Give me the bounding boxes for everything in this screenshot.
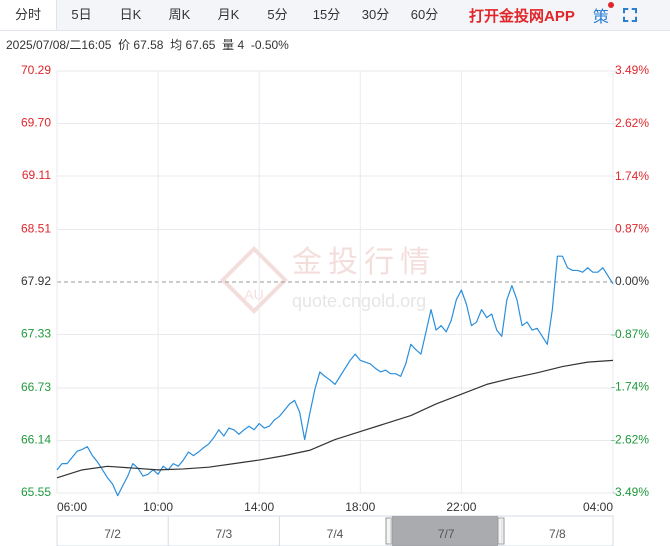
strategy-button[interactable]: 策 <box>593 2 614 27</box>
grid <box>56 70 616 494</box>
y-tick-label: 67.92 <box>21 274 51 288</box>
tab[interactable]: 5分 <box>267 7 288 22</box>
x-tick-label: 18:00 <box>345 500 375 514</box>
x-tick-label: 04:00 <box>583 500 613 514</box>
price-line <box>56 255 614 497</box>
watermark-url: quote.cngold.org <box>292 291 426 311</box>
tab[interactable]: 30分 <box>361 7 390 22</box>
app-link[interactable]: 打开金投网APP <box>469 7 575 25</box>
y2-tick-label: -3.49% <box>611 485 649 499</box>
fullscreen-icon[interactable] <box>622 8 637 22</box>
toolbar: 分时 5日 日K 周K 月K 5分 15分 30分 60分 打开金投网APP 策 <box>0 0 670 31</box>
y2-tick-label: 0.87% <box>615 222 649 236</box>
watermark-logo: AU <box>244 287 263 303</box>
y-tick-label: 67.33 <box>21 327 51 341</box>
tab[interactable]: 周K <box>168 7 191 22</box>
x-tick-label: 06:00 <box>57 500 87 514</box>
y2-tick-label: -1.74% <box>611 379 649 393</box>
y-tick-label: 65.55 <box>21 485 51 499</box>
x-tick-label: 22:00 <box>446 500 476 514</box>
tab[interactable]: 月K <box>217 7 240 22</box>
tab[interactable]: 日K <box>119 7 142 22</box>
y2-tick-label: 2.62% <box>615 116 649 130</box>
tab[interactable]: 60分 <box>410 7 439 22</box>
tab[interactable]: 分时 <box>0 0 57 30</box>
navigator-label: 7/7 <box>438 527 455 541</box>
navigator-handle[interactable] <box>497 517 505 545</box>
navigator-label: 7/3 <box>215 527 232 541</box>
watermark-title: 金投行情 <box>292 246 436 279</box>
navigator-label: 7/8 <box>549 527 566 541</box>
tab[interactable]: 15分 <box>312 7 341 22</box>
navigator-label: 7/2 <box>104 527 121 541</box>
plot-frame <box>56 70 614 494</box>
navigator-window[interactable] <box>392 516 498 546</box>
average-line <box>56 359 614 479</box>
info-line: 2025/07/08/二16:05 价 67.58 均 67.65 量 4 -0… <box>6 38 289 52</box>
y-tick-label: 69.11 <box>22 168 51 182</box>
watermark-logo-frame <box>220 246 288 314</box>
y-tick-label: 69.70 <box>21 116 51 130</box>
navigator-handle[interactable] <box>385 517 393 545</box>
navigator-label: 7/4 <box>327 527 344 541</box>
y-tick-label: 70.29 <box>21 63 51 77</box>
y2-tick-label: 0.00% <box>615 274 649 288</box>
y2-tick-label: 3.49% <box>615 63 649 77</box>
y2-tick-label: 1.74% <box>615 169 649 183</box>
navigator-frame <box>56 515 614 546</box>
x-tick-label: 10:00 <box>143 500 173 514</box>
watermark: AU 金投行情 quote.cngold.org <box>220 246 436 314</box>
y2-tick-label: -0.87% <box>611 327 649 341</box>
y-tick-label: 66.14 <box>21 433 51 447</box>
y2-tick-label: -2.62% <box>611 433 649 447</box>
tab[interactable]: 5日 <box>71 7 92 22</box>
navigator: 7/2 7/3 7/4 7/7 7/8 <box>56 515 614 546</box>
x-tick-label: 14:00 <box>244 500 274 514</box>
y-tick-label: 66.73 <box>21 380 51 394</box>
y-tick-label: 68.51 <box>21 222 51 236</box>
